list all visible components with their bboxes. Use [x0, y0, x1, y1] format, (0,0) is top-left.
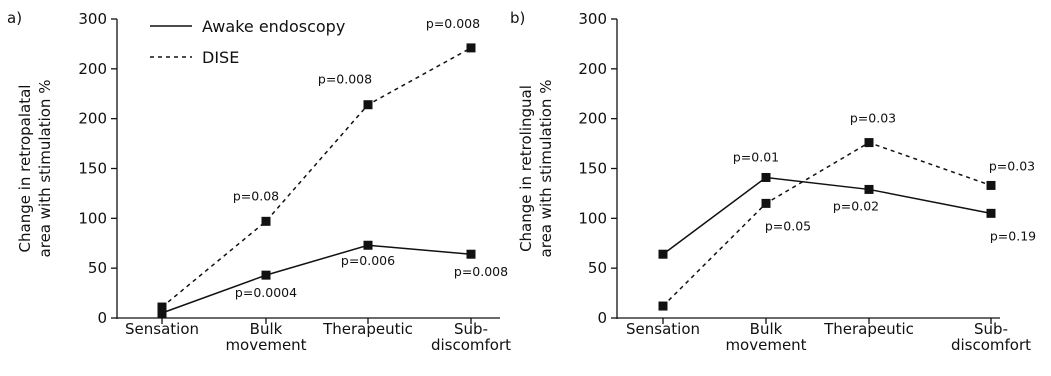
y-tick-label: 0	[597, 309, 607, 327]
p-value-label: p=0.03	[989, 158, 1035, 173]
x-category-label: Therapeutic	[322, 320, 413, 338]
data-point-marker	[466, 43, 476, 53]
data-point-marker	[761, 198, 771, 208]
y-axis-title-line2: area with stimulation %	[537, 80, 555, 258]
x-category-label: Sensation	[125, 320, 199, 338]
data-point-marker	[466, 249, 476, 259]
x-category-label: movement	[225, 336, 306, 354]
y-tick-label: 50	[588, 259, 607, 277]
y-tick-label: 200	[78, 60, 107, 78]
data-point-marker	[157, 302, 167, 312]
data-point-marker	[363, 240, 373, 250]
p-value-label: p=0.02	[833, 198, 879, 213]
data-point-marker	[986, 180, 996, 190]
x-category-label: Sub-	[974, 320, 1008, 338]
p-value-label: p=0.006	[341, 253, 395, 268]
p-value-label: p=0.08	[233, 188, 279, 203]
y-axis-title-line1: Change in retrolingual	[517, 85, 535, 252]
data-point-marker	[658, 249, 668, 259]
y-axis-title-line2: area with stimulation %	[36, 80, 54, 258]
p-value-label: p=0.05	[765, 218, 811, 233]
panel-label: a)	[7, 9, 22, 27]
x-category-label: discomfort	[951, 336, 1031, 354]
chart-panel-b: b) 0 50 100 150 200 200 300 Sensation Bulkmovemen…	[510, 9, 1036, 354]
p-value-label: p=0.008	[454, 264, 508, 279]
data-point-marker	[761, 172, 771, 182]
y-tick-label: 200	[578, 60, 607, 78]
x-category-label: Sub-	[454, 320, 488, 338]
x-category-label: movement	[725, 336, 806, 354]
x-category-label: Bulk	[750, 320, 783, 338]
x-category-label: Sensation	[626, 320, 700, 338]
y-tick-label: 150	[78, 160, 107, 178]
x-category-label: discomfort	[431, 336, 511, 354]
x-category-label: Bulk	[250, 320, 283, 338]
data-point-marker	[363, 100, 373, 110]
y-tick-label: 50	[88, 259, 107, 277]
p-value-label: p=0.0004	[235, 285, 297, 300]
legend-label-dise: DISE	[202, 48, 239, 67]
data-point-marker	[864, 184, 874, 194]
series-line-dise	[161, 47, 472, 308]
data-point-marker	[261, 216, 271, 226]
legend-label-awake-endoscopy: Awake endoscopy	[202, 17, 345, 36]
data-point-marker	[658, 301, 668, 311]
p-value-label: p=0.01	[733, 149, 779, 164]
series-line-dise	[662, 141, 992, 307]
data-point-marker	[157, 308, 167, 318]
x-category-label: Therapeutic	[823, 320, 914, 338]
y-tick-label: 150	[578, 160, 607, 178]
p-value-label: p=0.008	[426, 16, 480, 31]
y-tick-label: 100	[578, 209, 607, 227]
y-tick-label: 300	[78, 10, 107, 28]
chart-panel-a: a) 0 50 100 150 200 200 300 Sensation Bulkmovemen…	[7, 9, 511, 354]
data-point-marker	[864, 138, 874, 148]
data-point-marker	[986, 208, 996, 218]
p-value-label: p=0.03	[850, 111, 896, 126]
legend: Awake endoscopy DISE	[150, 17, 345, 67]
p-value-label: p=0.008	[318, 72, 372, 87]
series-line-awake-endoscopy	[161, 244, 472, 314]
y-tick-label: 300	[578, 10, 607, 28]
y-tick-label: 200	[78, 110, 107, 128]
series-line-awake-endoscopy	[662, 176, 992, 255]
panel-label: b)	[510, 9, 525, 27]
y-tick-label: 100	[78, 209, 107, 227]
data-point-marker	[261, 270, 271, 280]
y-tick-label: 200	[578, 110, 607, 128]
p-value-label: p=0.19	[990, 228, 1036, 243]
y-tick-label: 0	[97, 309, 107, 327]
y-axis-title-line1: Change in retropalatal	[16, 85, 34, 253]
